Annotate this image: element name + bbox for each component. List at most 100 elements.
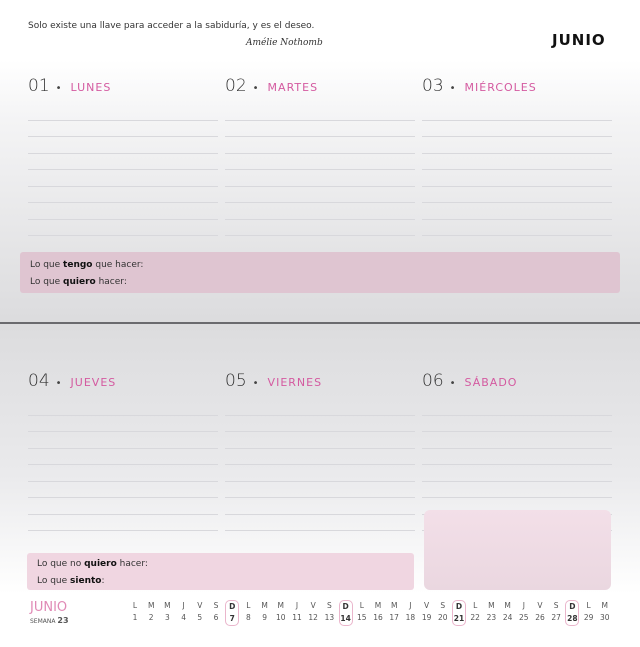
day-martes[interactable]: 02 • MARTES: [225, 76, 415, 236]
bullet-icon: •: [55, 83, 62, 94]
day-number: 06: [422, 371, 444, 391]
day-number: 22: [470, 613, 480, 622]
writing-line[interactable]: [422, 187, 612, 203]
sunday-box[interactable]: [424, 510, 611, 590]
weekday-letter: V: [537, 601, 543, 610]
weekday-letter: M: [147, 601, 155, 610]
writing-line[interactable]: [225, 203, 415, 220]
calendar-day: D 14: [338, 600, 353, 626]
writing-line[interactable]: [225, 432, 415, 449]
weekday-letter: J: [522, 601, 525, 610]
writing-line[interactable]: [28, 137, 218, 154]
writing-line[interactable]: [28, 203, 218, 220]
writing-line[interactable]: [225, 121, 415, 137]
day-number: 27: [551, 613, 561, 622]
writing-line[interactable]: [225, 170, 415, 187]
writing-line[interactable]: [28, 432, 218, 449]
weekday-letter: S: [213, 601, 219, 610]
writing-line[interactable]: [28, 498, 218, 515]
writing-line[interactable]: [225, 399, 415, 416]
writing-line[interactable]: [28, 482, 218, 498]
calendar-day: M 30: [598, 600, 612, 626]
notes-bottom[interactable]: Lo que no quiero hacer: Lo que siento:: [27, 553, 414, 590]
writing-line[interactable]: [225, 220, 415, 236]
writing-line[interactable]: [225, 416, 415, 432]
writing-line[interactable]: [28, 416, 218, 432]
calendar-day: V 19: [420, 600, 434, 626]
weekday-letter: M: [277, 601, 285, 610]
writing-line[interactable]: [225, 482, 415, 498]
bullet-icon: •: [252, 378, 259, 389]
writing-line[interactable]: [422, 220, 612, 236]
writing-line[interactable]: [422, 449, 612, 465]
writing-line[interactable]: [225, 154, 415, 170]
writing-line[interactable]: [28, 121, 218, 137]
notes-top[interactable]: Lo que tengo que hacer: Lo que quiero ha…: [20, 252, 620, 293]
writing-line[interactable]: [28, 220, 218, 236]
weekday-letter: L: [359, 601, 364, 610]
day-number: 30: [600, 613, 610, 622]
writing-line[interactable]: [422, 154, 612, 170]
writing-line[interactable]: [28, 449, 218, 465]
writing-line[interactable]: [225, 449, 415, 465]
weekday-letter: J: [182, 601, 185, 610]
bullet-icon: •: [252, 83, 259, 94]
writing-line[interactable]: [422, 121, 612, 137]
day-number: 05: [225, 371, 247, 391]
weekday-letter: M: [504, 601, 511, 610]
day-miércoles[interactable]: 03 • MIÉRCOLES: [422, 76, 612, 236]
writing-line[interactable]: [422, 399, 612, 416]
day-viernes[interactable]: 05 • VIERNES: [225, 371, 415, 531]
page-divider: [0, 322, 640, 324]
writing-line[interactable]: [225, 465, 415, 482]
writing-line[interactable]: [28, 399, 218, 416]
writing-line[interactable]: [422, 170, 612, 187]
writing-line[interactable]: [225, 498, 415, 515]
calendar-day: V 12: [306, 600, 320, 626]
calendar-day: D 21: [452, 600, 466, 626]
calendar-day: M 16: [371, 600, 385, 626]
day-number: 04: [28, 371, 50, 391]
calendar-day: J 18: [403, 600, 417, 626]
bullet-icon: •: [55, 378, 62, 389]
writing-line[interactable]: [422, 482, 612, 498]
day-lunes[interactable]: 01 • LUNES: [28, 76, 218, 236]
writing-line[interactable]: [28, 465, 218, 482]
writing-line[interactable]: [422, 137, 612, 154]
writing-line[interactable]: [28, 515, 218, 531]
writing-line[interactable]: [28, 170, 218, 187]
writing-line[interactable]: [225, 137, 415, 154]
writing-line[interactable]: [422, 432, 612, 449]
writing-line[interactable]: [225, 515, 415, 531]
writing-line[interactable]: [28, 154, 218, 170]
day-number: 11: [292, 613, 302, 622]
writing-line[interactable]: [225, 187, 415, 203]
weekday-letter: L: [586, 601, 591, 610]
day-number: 14: [340, 614, 351, 623]
day-jueves[interactable]: 04 • JUEVES: [28, 371, 218, 531]
day-number: 8: [246, 613, 251, 622]
calendar-day: L 29: [582, 600, 596, 626]
writing-line[interactable]: [422, 104, 612, 121]
day-sábado[interactable]: 06 • SÁBADO: [422, 371, 612, 531]
day-name: VIERNES: [267, 376, 323, 389]
writing-line[interactable]: [422, 465, 612, 482]
writing-line[interactable]: [28, 104, 218, 121]
calendar-day: L 22: [468, 600, 482, 626]
weekday-letter: J: [295, 601, 299, 610]
writing-line[interactable]: [225, 104, 415, 121]
day-number: 18: [405, 613, 416, 622]
writing-line[interactable]: [422, 416, 612, 432]
writing-line[interactable]: [28, 187, 218, 203]
weekday-letter: S: [440, 601, 446, 610]
weekday-letter: L: [246, 601, 251, 610]
writing-line[interactable]: [422, 203, 612, 220]
calendar-day: M 23: [484, 600, 498, 626]
